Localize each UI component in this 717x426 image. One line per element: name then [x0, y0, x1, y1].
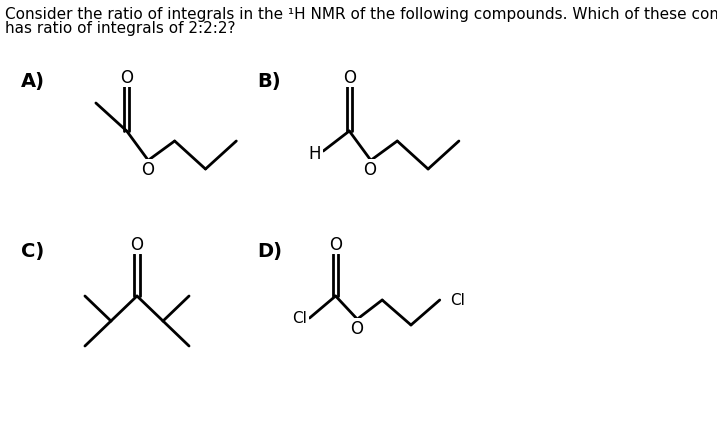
Text: B): B)	[257, 72, 280, 91]
Text: O: O	[343, 69, 356, 87]
Text: C): C)	[21, 242, 44, 260]
Text: A): A)	[21, 72, 44, 91]
Text: Cl: Cl	[293, 311, 308, 326]
Text: Consider the ratio of integrals in the ¹H NMR of the following compounds. Which : Consider the ratio of integrals in the ¹…	[6, 7, 717, 22]
Text: O: O	[130, 236, 143, 253]
Text: O: O	[350, 319, 363, 337]
Text: H: H	[309, 145, 321, 163]
Text: has ratio of integrals of 2:2:2?: has ratio of integrals of 2:2:2?	[6, 21, 236, 36]
Text: O: O	[329, 236, 342, 253]
Text: O: O	[364, 161, 376, 178]
Text: Cl: Cl	[450, 293, 465, 308]
Text: D): D)	[257, 242, 282, 260]
Text: O: O	[141, 161, 153, 178]
Text: O: O	[120, 69, 133, 87]
